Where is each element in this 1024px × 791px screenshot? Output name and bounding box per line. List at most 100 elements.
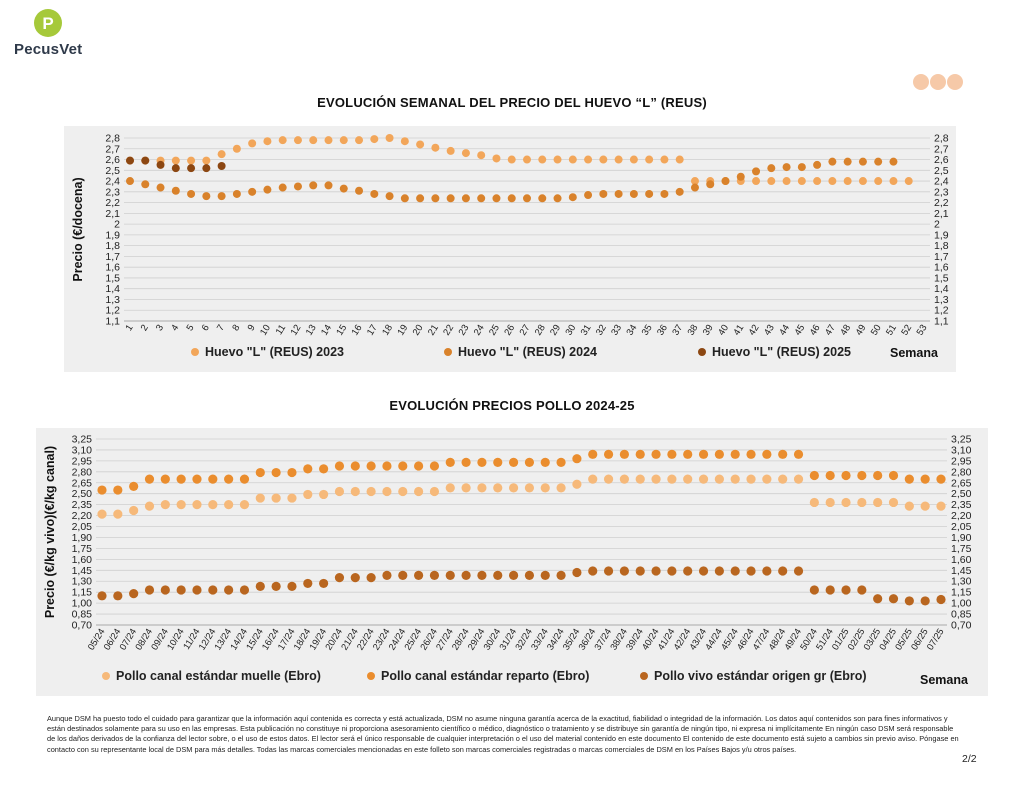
y-tick-label: 2,4	[105, 176, 120, 188]
data-point-series-1	[129, 505, 139, 516]
data-point-series-2	[445, 457, 455, 467]
x-tick-label: 19	[395, 323, 410, 338]
data-point-series-2	[572, 454, 582, 464]
data-point-series-2	[920, 474, 930, 484]
x-tick-label: 48	[838, 323, 853, 338]
brand-name: PecusVet	[14, 41, 83, 58]
data-point-series-1	[202, 156, 211, 165]
x-tick-label: 22	[441, 323, 456, 338]
data-point-series-3	[156, 160, 165, 169]
data-point-series-1	[730, 474, 740, 484]
data-point-series-1	[651, 474, 661, 484]
page-number: 2/2	[962, 753, 977, 765]
x-tick-label: 15	[334, 323, 349, 338]
egg-chart-title: EVOLUCIÓN SEMANAL DEL PRECIO DEL HUEVO “…	[317, 95, 707, 110]
data-point-series-2	[248, 187, 257, 196]
data-point-series-1	[398, 486, 408, 497]
x-tick-label: 29	[548, 323, 563, 338]
y-tick-label: 1,00	[72, 598, 93, 610]
y-tick-label: 0,70	[72, 620, 93, 632]
data-point-series-1	[278, 136, 287, 145]
data-point-series-2	[187, 189, 196, 198]
data-point-series-1	[660, 155, 669, 164]
data-point-series-1	[431, 143, 440, 152]
data-point-series-1	[572, 479, 582, 489]
legend-muelle-label: Pollo canal estándar muelle (Ebro)	[116, 669, 321, 683]
y-axis-label: Precio (€/docena)	[71, 177, 85, 281]
data-point-series-2	[202, 192, 211, 201]
x-tick-label: 12	[289, 323, 304, 338]
x-tick-label: 35	[640, 323, 655, 338]
data-point-series-2	[446, 194, 455, 203]
data-point-series-3	[144, 585, 155, 595]
data-point-series-3	[793, 566, 804, 576]
data-point-series-3	[187, 164, 196, 173]
y-tick-label: 1,3	[105, 294, 120, 306]
data-point-series-2	[461, 457, 471, 467]
data-point-series-2	[706, 180, 715, 189]
y-tick-label: 2,2	[105, 197, 120, 209]
data-point-series-1	[416, 140, 425, 149]
chicken-chart-title: EVOLUCIÓN PRECIOS POLLO 2024-25	[389, 398, 635, 413]
data-point-series-2	[287, 467, 297, 478]
data-point-series-1	[645, 155, 654, 164]
data-point-series-2	[588, 449, 598, 459]
x-tick-label: 10	[258, 323, 273, 338]
x-tick-label: 18	[380, 323, 395, 338]
x-tick-label: 25	[487, 323, 502, 338]
data-point-series-1	[255, 493, 265, 503]
data-point-series-2	[477, 457, 487, 467]
data-point-series-3	[888, 594, 899, 604]
data-point-series-1	[767, 177, 776, 186]
data-point-series-2	[278, 183, 287, 192]
data-point-series-1	[492, 154, 501, 163]
data-point-series-1	[857, 497, 867, 508]
y-tick-label-right: 1,3	[934, 294, 949, 306]
data-point-series-3	[239, 585, 250, 595]
data-point-series-1	[888, 497, 899, 508]
data-point-series-1	[524, 483, 535, 493]
data-point-series-3	[778, 566, 788, 576]
data-point-series-1	[599, 155, 608, 164]
data-point-series-2	[113, 485, 123, 495]
y-tick-label: 1,75	[72, 543, 93, 555]
data-point-series-1	[508, 483, 519, 493]
x-tick-label: 24	[472, 323, 487, 338]
data-point-series-1	[588, 474, 598, 484]
y-tick-label-right: 2,5	[934, 165, 949, 177]
x-tick-label: 40	[716, 323, 731, 338]
y-tick-label: 2,5	[105, 165, 120, 177]
data-point-series-1	[904, 501, 914, 511]
data-point-series-3	[619, 566, 629, 576]
y-tick-label-right: 2,05	[951, 521, 972, 533]
data-point-series-2	[400, 194, 409, 203]
chicken-chart-xlabel: Semana	[920, 673, 968, 687]
data-point-series-1	[813, 177, 822, 186]
x-tick-label: 43	[762, 323, 777, 338]
data-point-series-2	[176, 474, 186, 484]
legend-2025-marker-icon	[698, 348, 706, 356]
legend-item-2024: Huevo "L" (REUS) 2024	[444, 345, 597, 359]
data-point-series-1	[224, 500, 234, 510]
x-tick-label: 6	[200, 323, 212, 333]
data-point-series-1	[793, 474, 804, 484]
legend-vivo-label: Pollo vivo estándar origen gr (Ebro)	[654, 669, 867, 683]
y-tick-label-right: 1,1	[934, 316, 949, 328]
data-point-series-2	[414, 461, 424, 471]
y-tick-label-right: 2,95	[951, 455, 972, 467]
x-tick-label: 7	[215, 323, 227, 333]
data-point-series-2	[160, 474, 170, 484]
data-point-series-2	[730, 449, 740, 459]
data-point-series-3	[667, 566, 677, 576]
data-point-series-1	[873, 497, 883, 508]
y-tick-label: 1,6	[105, 262, 120, 274]
data-point-series-1	[171, 156, 180, 165]
data-point-series-3	[683, 566, 693, 576]
x-tick-label: 44	[777, 323, 792, 338]
data-point-series-2	[538, 194, 547, 203]
data-point-series-2	[721, 177, 730, 186]
legend-reparto-marker-icon	[367, 672, 375, 680]
y-tick-label-right: 2,3	[934, 186, 949, 198]
x-tick-label: 21	[426, 323, 441, 338]
data-point-series-2	[97, 485, 107, 495]
